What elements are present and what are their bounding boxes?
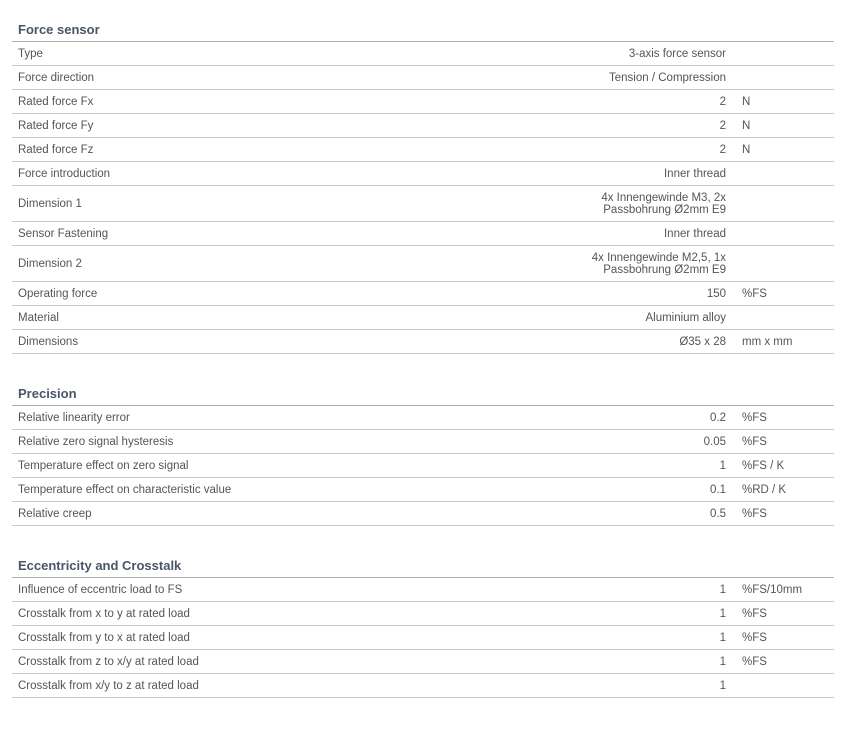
spec-label: Temperature effect on characteristic val…: [18, 484, 318, 496]
spec-value: Ø35 x 28: [318, 336, 738, 348]
spec-label: Rated force Fy: [18, 120, 318, 132]
spec-label: Material: [18, 312, 318, 324]
spec-section: PrecisionRelative linearity error0.2%FSR…: [12, 382, 834, 526]
section-title: Force sensor: [12, 18, 834, 42]
spec-row: Rated force Fx2N: [12, 90, 834, 114]
spec-label: Force introduction: [18, 168, 318, 180]
spec-value: 3-axis force sensor: [318, 48, 738, 60]
spec-value: Inner thread: [318, 168, 738, 180]
spec-label: Influence of eccentric load to FS: [18, 584, 318, 596]
section-title: Eccentricity and Crosstalk: [12, 554, 834, 578]
spec-row: Crosstalk from x/y to z at rated load1: [12, 674, 834, 698]
spec-value: 4x Innengewinde M3, 2x Passbohrung Ø2mm …: [318, 192, 738, 216]
spec-unit: %FS/10mm: [738, 584, 828, 596]
spec-label: Rated force Fx: [18, 96, 318, 108]
spec-label: Relative linearity error: [18, 412, 318, 424]
spec-label: Operating force: [18, 288, 318, 300]
spec-row: Operating force150%FS: [12, 282, 834, 306]
spec-value: 2: [318, 96, 738, 108]
spec-row: DimensionsØ35 x 28mm x mm: [12, 330, 834, 354]
spec-row: Dimension 14x Innengewinde M3, 2x Passbo…: [12, 186, 834, 222]
spec-row: Temperature effect on zero signal1%FS / …: [12, 454, 834, 478]
spec-value: 0.5: [318, 508, 738, 520]
spec-label: Crosstalk from x/y to z at rated load: [18, 680, 318, 692]
spec-value: Aluminium alloy: [318, 312, 738, 324]
spec-unit: %FS / K: [738, 460, 828, 472]
spec-value: 1: [318, 608, 738, 620]
spec-row: Relative creep0.5%FS: [12, 502, 834, 526]
section-title: Precision: [12, 382, 834, 406]
spec-row: MaterialAluminium alloy: [12, 306, 834, 330]
spec-row: Force introductionInner thread: [12, 162, 834, 186]
spec-unit: mm x mm: [738, 336, 828, 348]
spec-label: Type: [18, 48, 318, 60]
spec-row: Temperature effect on characteristic val…: [12, 478, 834, 502]
spec-unit: %FS: [738, 632, 828, 644]
spec-value: 1: [318, 680, 738, 692]
spec-unit: %FS: [738, 608, 828, 620]
spec-value: 2: [318, 144, 738, 156]
spec-unit: %FS: [738, 412, 828, 424]
spec-row: Crosstalk from x to y at rated load1%FS: [12, 602, 834, 626]
spec-value: Inner thread: [318, 228, 738, 240]
spec-label: Force direction: [18, 72, 318, 84]
spec-row: Force directionTension / Compression: [12, 66, 834, 90]
spec-row: Influence of eccentric load to FS1%FS/10…: [12, 578, 834, 602]
spec-label: Rated force Fz: [18, 144, 318, 156]
spec-value: 0.2: [318, 412, 738, 424]
spec-unit: N: [738, 96, 828, 108]
spec-unit: %FS: [738, 656, 828, 668]
spec-label: Crosstalk from z to x/y at rated load: [18, 656, 318, 668]
spec-label: Relative zero signal hysteresis: [18, 436, 318, 448]
spec-value: 1: [318, 632, 738, 644]
spec-label: Crosstalk from x to y at rated load: [18, 608, 318, 620]
spec-unit: %RD / K: [738, 484, 828, 496]
spec-section: Eccentricity and CrosstalkInfluence of e…: [12, 554, 834, 698]
spec-label: Dimension 2: [18, 258, 318, 270]
spec-unit: N: [738, 144, 828, 156]
spec-row: Rated force Fy2N: [12, 114, 834, 138]
spec-row: Dimension 24x Innengewinde M2,5, 1x Pass…: [12, 246, 834, 282]
spec-row: Type3-axis force sensor: [12, 42, 834, 66]
spec-value: Tension / Compression: [318, 72, 738, 84]
spec-unit: %FS: [738, 288, 828, 300]
spec-label: Crosstalk from y to x at rated load: [18, 632, 318, 644]
spec-container: Force sensorType3-axis force sensorForce…: [12, 18, 834, 698]
spec-value: 1: [318, 656, 738, 668]
spec-value: 1: [318, 584, 738, 596]
spec-value: 2: [318, 120, 738, 132]
spec-section: Force sensorType3-axis force sensorForce…: [12, 18, 834, 354]
spec-label: Relative creep: [18, 508, 318, 520]
spec-row: Crosstalk from y to x at rated load1%FS: [12, 626, 834, 650]
spec-unit: %FS: [738, 508, 828, 520]
spec-value: 4x Innengewinde M2,5, 1x Passbohrung Ø2m…: [318, 252, 738, 276]
spec-value: 150: [318, 288, 738, 300]
spec-unit: N: [738, 120, 828, 132]
spec-row: Relative zero signal hysteresis0.05%FS: [12, 430, 834, 454]
spec-value: 0.1: [318, 484, 738, 496]
spec-row: Crosstalk from z to x/y at rated load1%F…: [12, 650, 834, 674]
spec-value: 1: [318, 460, 738, 472]
spec-row: Sensor FasteningInner thread: [12, 222, 834, 246]
spec-row: Relative linearity error0.2%FS: [12, 406, 834, 430]
spec-label: Dimension 1: [18, 198, 318, 210]
spec-label: Dimensions: [18, 336, 318, 348]
spec-unit: %FS: [738, 436, 828, 448]
spec-label: Sensor Fastening: [18, 228, 318, 240]
spec-row: Rated force Fz2N: [12, 138, 834, 162]
spec-value: 0.05: [318, 436, 738, 448]
spec-label: Temperature effect on zero signal: [18, 460, 318, 472]
